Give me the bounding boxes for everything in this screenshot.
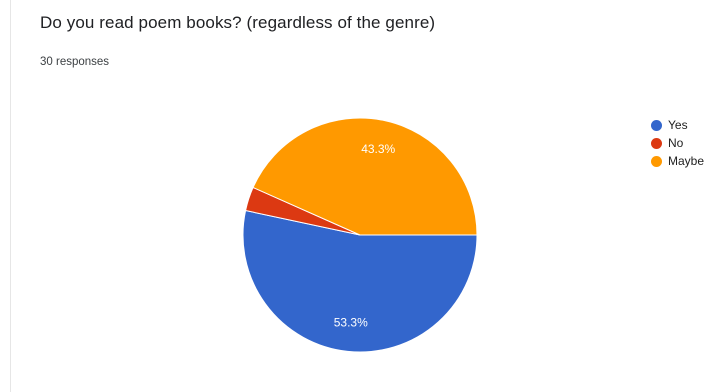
legend-item-yes[interactable]: Yes [651,116,704,134]
response-count: 30 responses [40,56,110,68]
chart-legend[interactable]: Yes No Maybe [651,116,704,170]
legend-swatch-icon [651,155,662,167]
data-label-maybe: 43.3% [361,142,395,156]
legend-item-no[interactable]: No [651,134,704,152]
data-label-yes: 53.3% [334,315,368,329]
pie-slice-yes[interactable] [242,209,478,353]
legend-label: Maybe [668,154,705,168]
pie-slices [242,117,478,353]
pie-slice-maybe[interactable] [252,117,478,236]
legend-swatch-icon [651,137,662,149]
legend-swatch-icon [651,119,662,131]
question-title: Do you read poem books? (regardless of t… [40,13,436,32]
legend-label: No [668,136,684,150]
legend-label: Yes [668,118,688,132]
pie-data-labels: 53.3% 43.3% [334,142,396,329]
card-left-border [10,0,11,392]
legend-item-maybe[interactable]: Maybe [651,152,704,170]
